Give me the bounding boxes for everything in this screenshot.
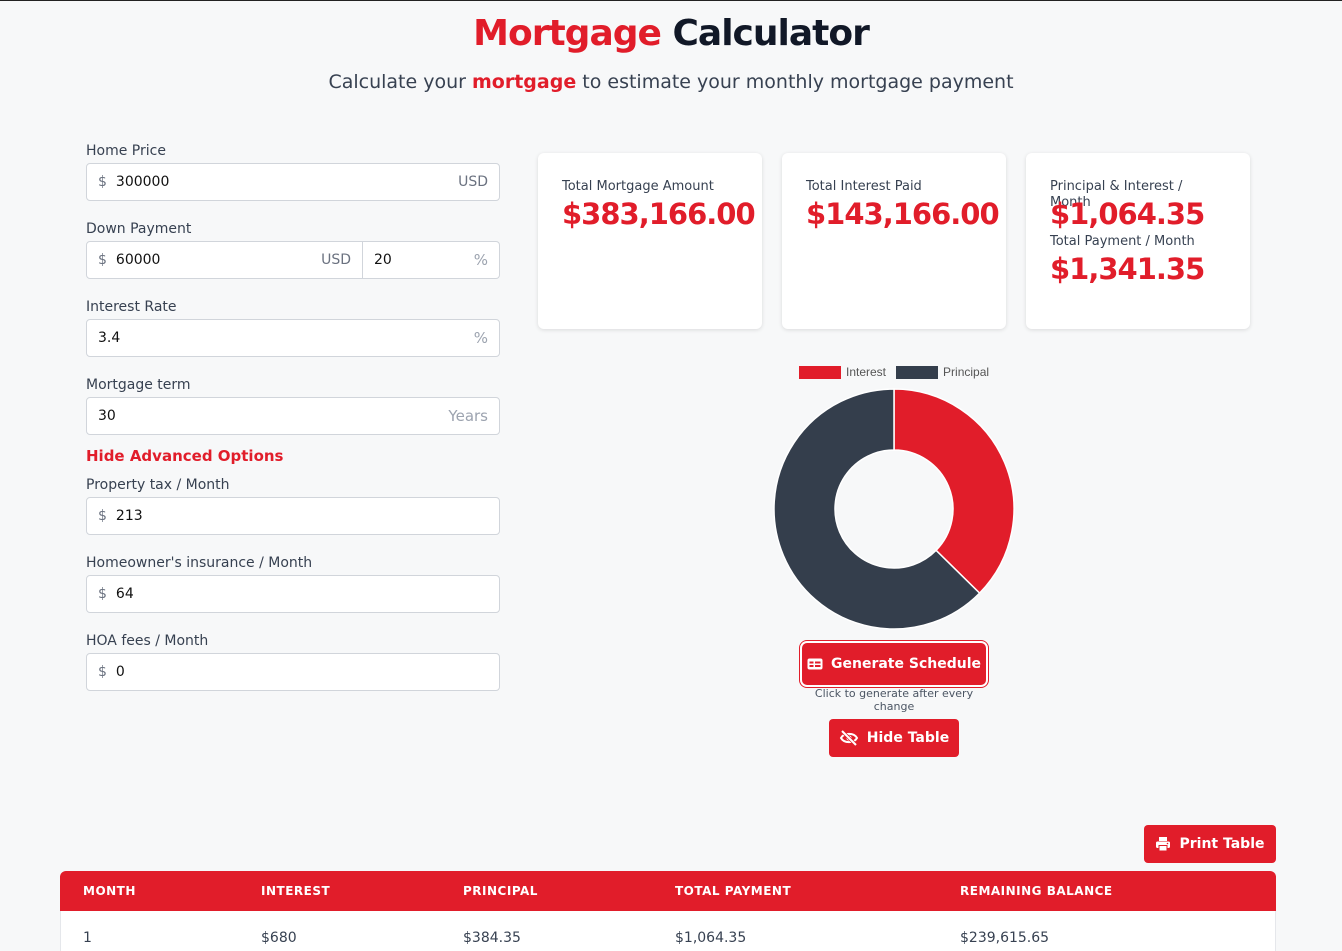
pi-month-label: Principal & Interest / Month	[1050, 179, 1183, 210]
printer-icon	[1156, 837, 1171, 852]
hide-table-button[interactable]: Hide Table	[829, 719, 959, 757]
subtitle-highlight: mortgage	[472, 71, 577, 93]
total-mortgage-label: Total Mortgage Amount	[562, 179, 714, 194]
pi-month-value: $1,064.35	[1050, 197, 1205, 231]
legend-swatch-principal[interactable]	[896, 365, 939, 379]
down-payment-value: 60000	[115, 252, 161, 268]
table-icon	[807, 658, 823, 670]
donut-slice-principal[interactable]	[773, 388, 981, 630]
down-payment-percent-value: 20	[374, 252, 392, 268]
home-price-label: Home Price	[86, 143, 166, 159]
interest-rate-value: 3.4	[98, 330, 121, 346]
title-part-1: Mortgage	[473, 13, 662, 54]
payment-breakdown-donut-chart	[773, 388, 1015, 630]
donut-slice-interest[interactable]	[893, 388, 1015, 595]
column-header-total-payment: TOTAL PAYMENT	[675, 884, 792, 898]
column-header-month: MONTH	[83, 884, 136, 898]
mortgage-term-label: Mortgage term	[86, 377, 191, 393]
cell-month: 1	[83, 929, 92, 946]
table-header: MONTH INTEREST PRINCIPAL TOTAL PAYMENT R…	[60, 871, 1276, 911]
insurance-value: 64	[115, 586, 134, 602]
print-table-label: Print Table	[1179, 836, 1265, 852]
hoa-label: HOA fees / Month	[86, 633, 209, 649]
generate-schedule-button[interactable]: Generate Schedule	[802, 643, 986, 685]
table-row: 1 $680 $384.35 $1,064.35 $239,615.65	[60, 911, 1276, 951]
dollar-prefix: $	[98, 508, 107, 524]
title-part-2: Calculator	[672, 13, 869, 54]
mortgage-form: Home Price $ 300000 USD Down Payment $ 6…	[86, 141, 500, 691]
column-header-interest: INTEREST	[261, 884, 331, 898]
legend-swatch-interest[interactable]	[799, 365, 841, 379]
total-interest-card: Total Interest Paid $143,166.00	[782, 153, 1006, 329]
cell-total-payment: $1,064.35	[675, 929, 747, 946]
page-title: Mortgage Calculator	[0, 13, 1342, 54]
currency-suffix: USD	[458, 174, 488, 190]
generate-hint: Click to generate after every change	[814, 687, 974, 713]
hoa-input[interactable]: $ 0	[86, 653, 500, 691]
monthly-payment-card: Principal & Interest / Month $1,064.35 T…	[1026, 153, 1250, 329]
hide-advanced-options-link[interactable]: Hide Advanced Options	[86, 447, 284, 465]
hide-table-label: Hide Table	[866, 730, 950, 746]
home-price-input[interactable]: $ 300000 USD	[86, 163, 500, 201]
property-tax-value: 213	[115, 508, 143, 524]
years-suffix: Years	[448, 407, 488, 425]
percent-suffix: %	[473, 251, 488, 269]
column-header-remaining-balance: REMAINING BALANCE	[960, 884, 1113, 898]
dollar-prefix: $	[98, 174, 107, 190]
legend-label-principal: Principal	[943, 365, 990, 379]
property-tax-input[interactable]: $ 213	[86, 497, 500, 535]
mortgage-term-input[interactable]: 30 Years	[86, 397, 500, 435]
print-table-button[interactable]: Print Table	[1144, 825, 1276, 863]
subtitle-after: to estimate your monthly mortgage paymen…	[582, 71, 1014, 93]
down-payment-group: $ 60000 USD 20 %	[86, 241, 500, 279]
dollar-prefix: $	[98, 252, 107, 268]
column-header-principal: PRINCIPAL	[463, 884, 538, 898]
page-subtitle: Calculate your mortgage to estimate your…	[0, 71, 1342, 93]
down-payment-percent-input[interactable]: 20 %	[363, 241, 500, 279]
legend-label-interest: Interest	[846, 365, 887, 379]
eye-slash-icon	[839, 730, 858, 746]
chart-legend: Interest Principal	[799, 365, 989, 379]
percent-suffix: %	[473, 329, 488, 347]
amortization-table: MONTH INTEREST PRINCIPAL TOTAL PAYMENT R…	[60, 871, 1276, 951]
interest-rate-input[interactable]: 3.4 %	[86, 319, 500, 357]
dollar-prefix: $	[98, 664, 107, 680]
cell-remaining-balance: $239,615.65	[960, 929, 1050, 946]
property-tax-label: Property tax / Month	[86, 477, 230, 493]
dollar-prefix: $	[98, 586, 107, 602]
cell-principal: $384.35	[463, 929, 521, 946]
subtitle-before: Calculate your	[328, 71, 466, 93]
insurance-label: Homeowner's insurance / Month	[86, 555, 313, 571]
total-mortgage-card: Total Mortgage Amount $383,166.00	[538, 153, 762, 329]
total-month-value: $1,341.35	[1050, 252, 1205, 286]
generate-schedule-label: Generate Schedule	[831, 656, 981, 672]
interest-rate-label: Interest Rate	[86, 299, 177, 315]
mortgage-term-value: 30	[98, 408, 116, 424]
down-payment-label: Down Payment	[86, 221, 192, 237]
home-price-value: 300000	[115, 174, 170, 190]
total-mortgage-value: $383,166.00	[562, 197, 756, 231]
insurance-input[interactable]: $ 64	[86, 575, 500, 613]
total-interest-label: Total Interest Paid	[806, 179, 922, 194]
cell-interest: $680	[261, 929, 297, 946]
down-payment-amount-input[interactable]: $ 60000 USD	[86, 241, 363, 279]
total-month-label: Total Payment / Month	[1050, 234, 1195, 249]
hoa-value: 0	[115, 664, 125, 680]
total-interest-value: $143,166.00	[806, 197, 1000, 231]
currency-suffix: USD	[321, 252, 351, 268]
